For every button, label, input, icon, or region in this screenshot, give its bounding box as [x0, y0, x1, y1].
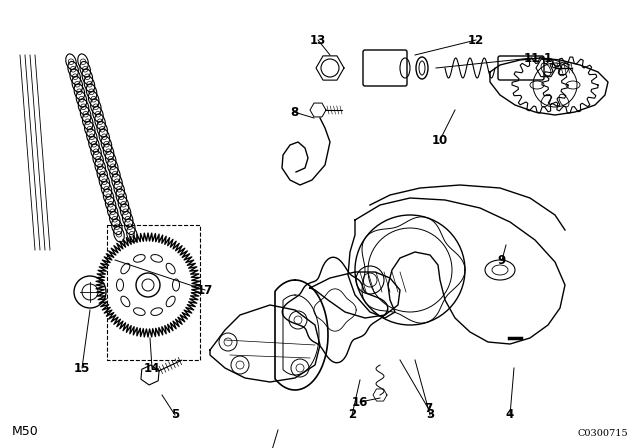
Text: 13: 13 — [310, 34, 326, 47]
Text: C0300715: C0300715 — [577, 429, 628, 438]
Text: 9: 9 — [498, 254, 506, 267]
Text: 2: 2 — [348, 409, 356, 422]
Text: 14: 14 — [144, 362, 160, 375]
Text: 10: 10 — [432, 134, 448, 146]
Text: 11: 11 — [524, 52, 540, 65]
Text: 3: 3 — [426, 409, 434, 422]
Text: 8: 8 — [290, 105, 298, 119]
Text: M50: M50 — [12, 425, 39, 438]
Text: 5: 5 — [171, 409, 179, 422]
Text: 17: 17 — [197, 284, 213, 297]
Text: 15: 15 — [74, 362, 90, 375]
Text: 16: 16 — [352, 396, 368, 409]
Text: 7: 7 — [424, 401, 432, 414]
Text: 4: 4 — [506, 409, 514, 422]
Text: 12: 12 — [468, 34, 484, 47]
Text: 1: 1 — [544, 52, 552, 65]
